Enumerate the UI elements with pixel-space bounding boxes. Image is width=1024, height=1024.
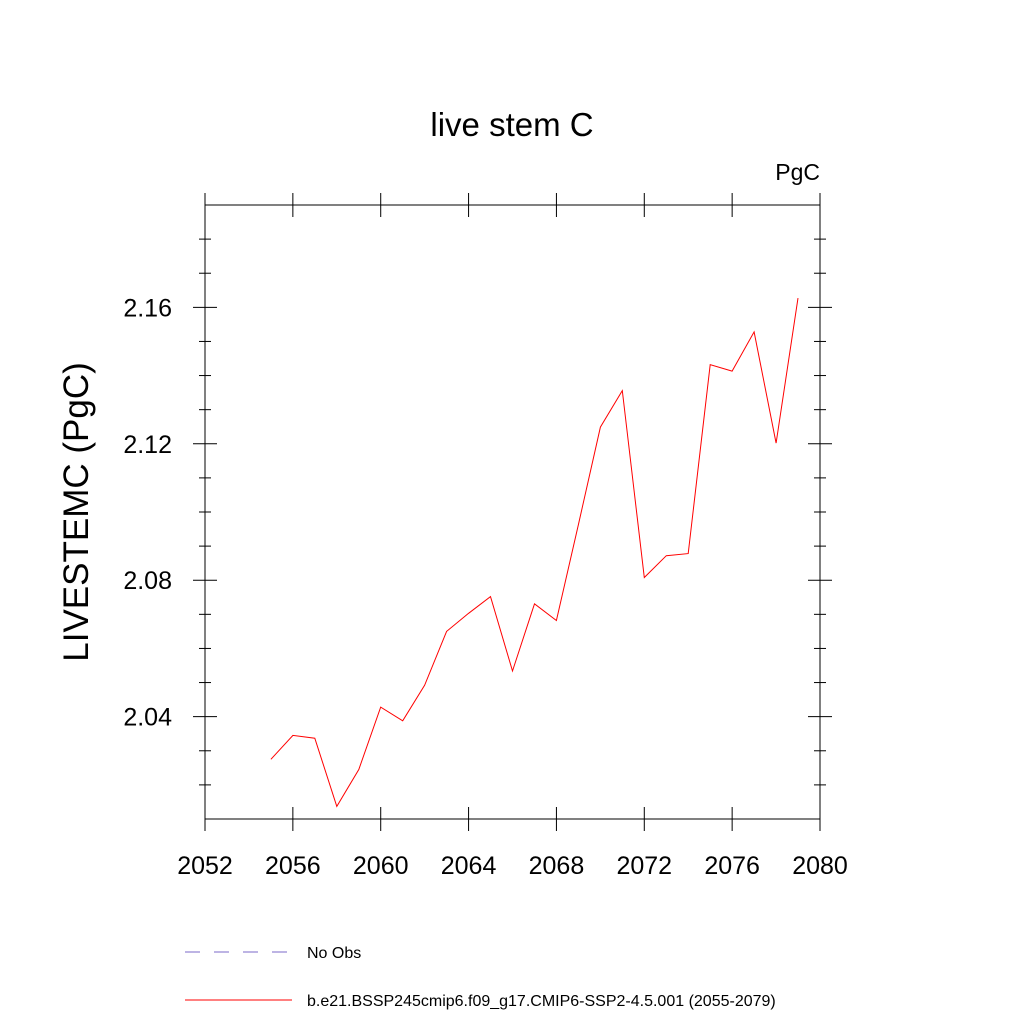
legend-label: b.e21.BSSP245cmip6.f09_g17.CMIP6-SSP2-4.… <box>307 993 776 1010</box>
y-tick-label: 2.04 <box>123 704 172 732</box>
plot-frame <box>204 204 821 820</box>
legend: No Obs b.e21.BSSP245cmip6.f09_g17.CMIP6-S… <box>185 945 776 1010</box>
axis-ticks <box>193 193 832 831</box>
x-tick-label: 2064 <box>441 852 497 880</box>
y-tick-label: 2.12 <box>123 431 172 459</box>
x-tick-label: 2060 <box>353 852 409 880</box>
units-label: PgC <box>775 159 820 185</box>
x-tick-labels: 2052 2056 2060 2064 2068 2072 2076 2080 <box>177 852 848 880</box>
series-layer <box>270 298 799 808</box>
x-tick-label: 2072 <box>616 852 672 880</box>
x-tick-label: 2068 <box>529 852 585 880</box>
y-tick-label: 2.16 <box>123 294 172 322</box>
chart-title: live stem C <box>430 106 593 143</box>
series-line <box>270 298 799 808</box>
x-tick-label: 2076 <box>704 852 760 880</box>
y-axis-label: LIVESTEMC (PgC) <box>57 362 96 662</box>
legend-label: No Obs <box>307 945 361 962</box>
y-tick-labels: 2.04 2.08 2.12 2.16 <box>123 294 172 731</box>
y-tick-label: 2.08 <box>123 567 172 595</box>
x-tick-label: 2052 <box>177 852 233 880</box>
x-tick-label: 2080 <box>792 852 848 880</box>
x-tick-label: 2056 <box>265 852 321 880</box>
